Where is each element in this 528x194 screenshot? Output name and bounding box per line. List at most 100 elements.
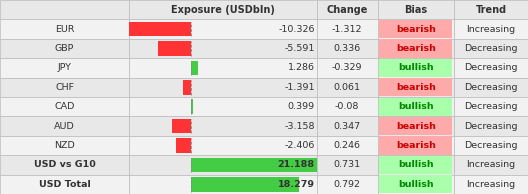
Text: Trend: Trend (476, 5, 506, 15)
Text: Change: Change (326, 5, 368, 15)
Bar (191, 61, 199, 75)
Text: USD Total: USD Total (39, 180, 91, 189)
Text: -3.158: -3.158 (284, 122, 315, 131)
Bar (378, 19, 454, 39)
Bar (379, 59, 452, 77)
Text: NZD: NZD (54, 141, 75, 150)
Bar (454, 116, 528, 136)
Bar (317, 136, 378, 155)
Text: Increasing: Increasing (466, 25, 516, 34)
Text: JPY: JPY (58, 63, 72, 72)
Bar (191, 99, 193, 114)
Text: 0.336: 0.336 (334, 44, 361, 53)
Text: Increasing: Increasing (466, 180, 516, 189)
Bar (0, 155, 129, 175)
Text: 21.188: 21.188 (278, 160, 315, 169)
Bar (379, 39, 452, 58)
Bar (0, 78, 129, 97)
Text: 1.286: 1.286 (288, 63, 315, 72)
Bar (454, 39, 528, 58)
Bar (0, 0, 129, 19)
Text: bullish: bullish (398, 160, 433, 169)
Bar (378, 116, 454, 136)
Text: bearish: bearish (396, 25, 436, 34)
Bar (317, 175, 378, 194)
Bar (378, 39, 454, 58)
Text: bearish: bearish (396, 44, 436, 53)
Bar (317, 155, 378, 175)
Text: -2.406: -2.406 (284, 141, 315, 150)
Bar (454, 0, 528, 19)
Text: Decreasing: Decreasing (464, 122, 518, 131)
Bar (191, 158, 317, 172)
Bar (379, 156, 452, 174)
Text: GBP: GBP (55, 44, 74, 53)
Bar (129, 58, 317, 78)
Text: EUR: EUR (55, 25, 74, 34)
Bar (317, 0, 378, 19)
Text: 0.347: 0.347 (334, 122, 361, 131)
Bar (191, 177, 299, 192)
Text: Decreasing: Decreasing (464, 63, 518, 72)
Bar (317, 19, 378, 39)
Text: 0.731: 0.731 (334, 160, 361, 169)
Bar (379, 78, 452, 96)
Bar (379, 175, 452, 193)
Bar (454, 58, 528, 78)
Bar (378, 78, 454, 97)
Bar (176, 138, 191, 153)
Bar (454, 97, 528, 116)
Text: bearish: bearish (396, 141, 436, 150)
Bar (0, 97, 129, 116)
Text: -10.326: -10.326 (278, 25, 315, 34)
Bar (317, 58, 378, 78)
Text: bullish: bullish (398, 63, 433, 72)
Bar (454, 78, 528, 97)
Bar (0, 175, 129, 194)
Text: Increasing: Increasing (466, 160, 516, 169)
Text: CHF: CHF (55, 83, 74, 92)
Text: 0.061: 0.061 (334, 83, 361, 92)
Bar (379, 98, 452, 116)
Bar (317, 116, 378, 136)
Text: bearish: bearish (396, 83, 436, 92)
Bar (129, 0, 317, 19)
Text: -1.312: -1.312 (332, 25, 362, 34)
Text: bullish: bullish (398, 180, 433, 189)
Bar (129, 78, 317, 97)
Bar (183, 80, 191, 95)
Bar (317, 97, 378, 116)
Bar (378, 175, 454, 194)
Bar (378, 0, 454, 19)
Text: USD vs G10: USD vs G10 (34, 160, 96, 169)
Text: -1.391: -1.391 (284, 83, 315, 92)
Text: Bias: Bias (404, 5, 427, 15)
Bar (317, 78, 378, 97)
Bar (129, 116, 317, 136)
Text: Decreasing: Decreasing (464, 83, 518, 92)
Bar (378, 58, 454, 78)
Bar (454, 155, 528, 175)
Text: -0.329: -0.329 (332, 63, 362, 72)
Bar (378, 97, 454, 116)
Bar (172, 119, 191, 133)
Bar (129, 97, 317, 116)
Bar (129, 136, 317, 155)
Bar (378, 136, 454, 155)
Bar (454, 19, 528, 39)
Bar (0, 39, 129, 58)
Bar (129, 19, 317, 39)
Bar (379, 136, 452, 155)
Text: Decreasing: Decreasing (464, 102, 518, 111)
Bar (317, 39, 378, 58)
Bar (0, 116, 129, 136)
Bar (129, 39, 317, 58)
Text: -0.08: -0.08 (335, 102, 360, 111)
Text: bearish: bearish (396, 122, 436, 131)
Bar (129, 175, 317, 194)
Bar (129, 22, 191, 36)
Text: 0.399: 0.399 (288, 102, 315, 111)
Bar (379, 117, 452, 135)
Text: AUD: AUD (54, 122, 75, 131)
Text: CAD: CAD (54, 102, 75, 111)
